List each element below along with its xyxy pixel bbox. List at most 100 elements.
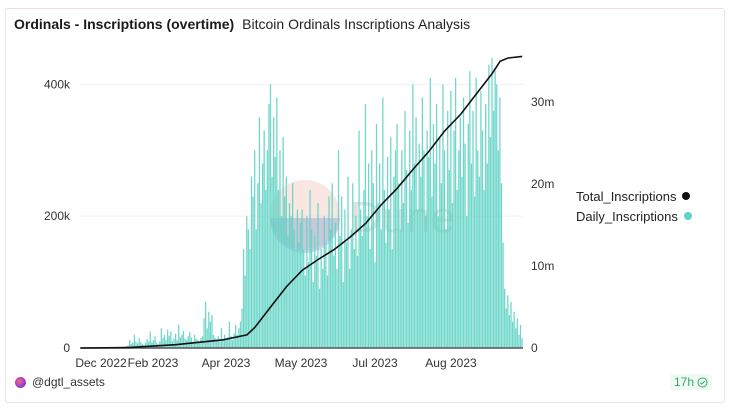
daily-bar (393, 176, 395, 348)
daily-bar (426, 130, 428, 348)
daily-bar (323, 216, 325, 348)
daily-bar (481, 130, 484, 348)
daily-bar (432, 123, 435, 348)
daily-bar (216, 340, 218, 348)
daily-bar (273, 117, 275, 349)
daily-bar (496, 84, 498, 348)
daily-bar (337, 150, 340, 348)
daily-bar (464, 143, 466, 348)
y-right-tick-label: 0 (531, 341, 538, 355)
daily-bar (450, 90, 452, 349)
daily-bar (136, 343, 139, 348)
daily-bar (314, 235, 316, 348)
daily-bar (407, 222, 409, 348)
daily-bar (326, 275, 329, 348)
y-left-tick-label: 0 (63, 341, 70, 355)
daily-bar (284, 196, 286, 348)
daily-bar (211, 315, 213, 348)
daily-bar (304, 275, 306, 348)
daily-bar (518, 334, 520, 348)
daily-bar (434, 163, 436, 348)
daily-bar (458, 150, 460, 348)
daily-bar (179, 337, 181, 348)
daily-bar (310, 229, 313, 348)
legend-item-daily[interactable]: Daily_Inscriptions (576, 206, 692, 226)
legend-label: Total_Inscriptions (576, 188, 677, 204)
daily-bar (402, 203, 405, 348)
check-circle-icon (697, 377, 708, 387)
daily-bar (174, 333, 177, 348)
daily-bar (375, 123, 378, 348)
daily-bar (144, 342, 147, 348)
legend-dot-icon (682, 192, 691, 200)
daily-bar (151, 342, 153, 348)
daily-bar (475, 77, 477, 348)
daily-bar (280, 216, 283, 348)
age-text: 17h (673, 375, 694, 389)
daily-bar (472, 110, 474, 349)
daily-bar (504, 288, 506, 348)
daily-bar (390, 137, 392, 348)
daily-bar (135, 341, 137, 348)
daily-bar (470, 163, 473, 348)
daily-bar (477, 150, 479, 348)
daily-bar (339, 235, 341, 348)
daily-bar (222, 338, 224, 348)
daily-bar (181, 334, 183, 348)
daily-bar (418, 143, 420, 348)
daily-bar (405, 170, 408, 348)
dune-logo-icon (270, 180, 340, 250)
daily-bar (132, 342, 134, 348)
daily-bar (320, 249, 322, 348)
daily-bar (279, 150, 281, 348)
daily-bar (429, 77, 431, 348)
author-link[interactable]: @dgtl_assets (15, 375, 105, 389)
daily-bar (317, 203, 319, 348)
daily-bar (333, 255, 335, 348)
x-tick-label: Jul 2023 (352, 356, 398, 370)
daily-bar (447, 110, 449, 349)
daily-bar (415, 117, 417, 349)
daily-bar (228, 321, 231, 348)
daily-bar (203, 318, 205, 348)
daily-bar (299, 222, 302, 348)
daily-bar (306, 216, 308, 348)
daily-bar (396, 123, 398, 348)
legend-item-total[interactable]: Total_Inscriptions (576, 186, 692, 206)
daily-bar (219, 341, 221, 348)
daily-bar (454, 77, 457, 348)
daily-bar (238, 328, 240, 348)
daily-bar (163, 334, 166, 348)
refresh-age-badge[interactable]: 17h (669, 374, 712, 390)
daily-bar (301, 209, 303, 348)
daily-bar (269, 84, 272, 348)
daily-bar (312, 282, 314, 348)
daily-bar (154, 336, 156, 348)
legend-dot-icon (683, 212, 692, 220)
daily-bar (437, 216, 439, 348)
daily-bar (428, 156, 430, 348)
daily-bar (380, 229, 382, 348)
daily-bar (209, 321, 212, 348)
daily-bar (231, 340, 234, 348)
daily-bar (485, 104, 487, 349)
daily-bar (398, 183, 400, 348)
daily-bar (486, 163, 488, 348)
daily-bar (391, 249, 393, 348)
daily-bar (239, 321, 242, 348)
daily-bar (292, 183, 294, 348)
daily-bar (388, 209, 390, 348)
daily-bar (424, 216, 427, 348)
daily-bar (451, 203, 454, 348)
daily-bar (491, 58, 493, 348)
daily-bar (348, 268, 351, 348)
daily-bar (268, 104, 270, 349)
daily-bar (494, 71, 496, 348)
daily-bar (127, 345, 129, 348)
daily-bar (466, 216, 468, 348)
daily-bar (352, 183, 354, 348)
daily-bar (431, 196, 433, 348)
daily-bar (513, 311, 515, 348)
daily-bar (511, 321, 514, 348)
